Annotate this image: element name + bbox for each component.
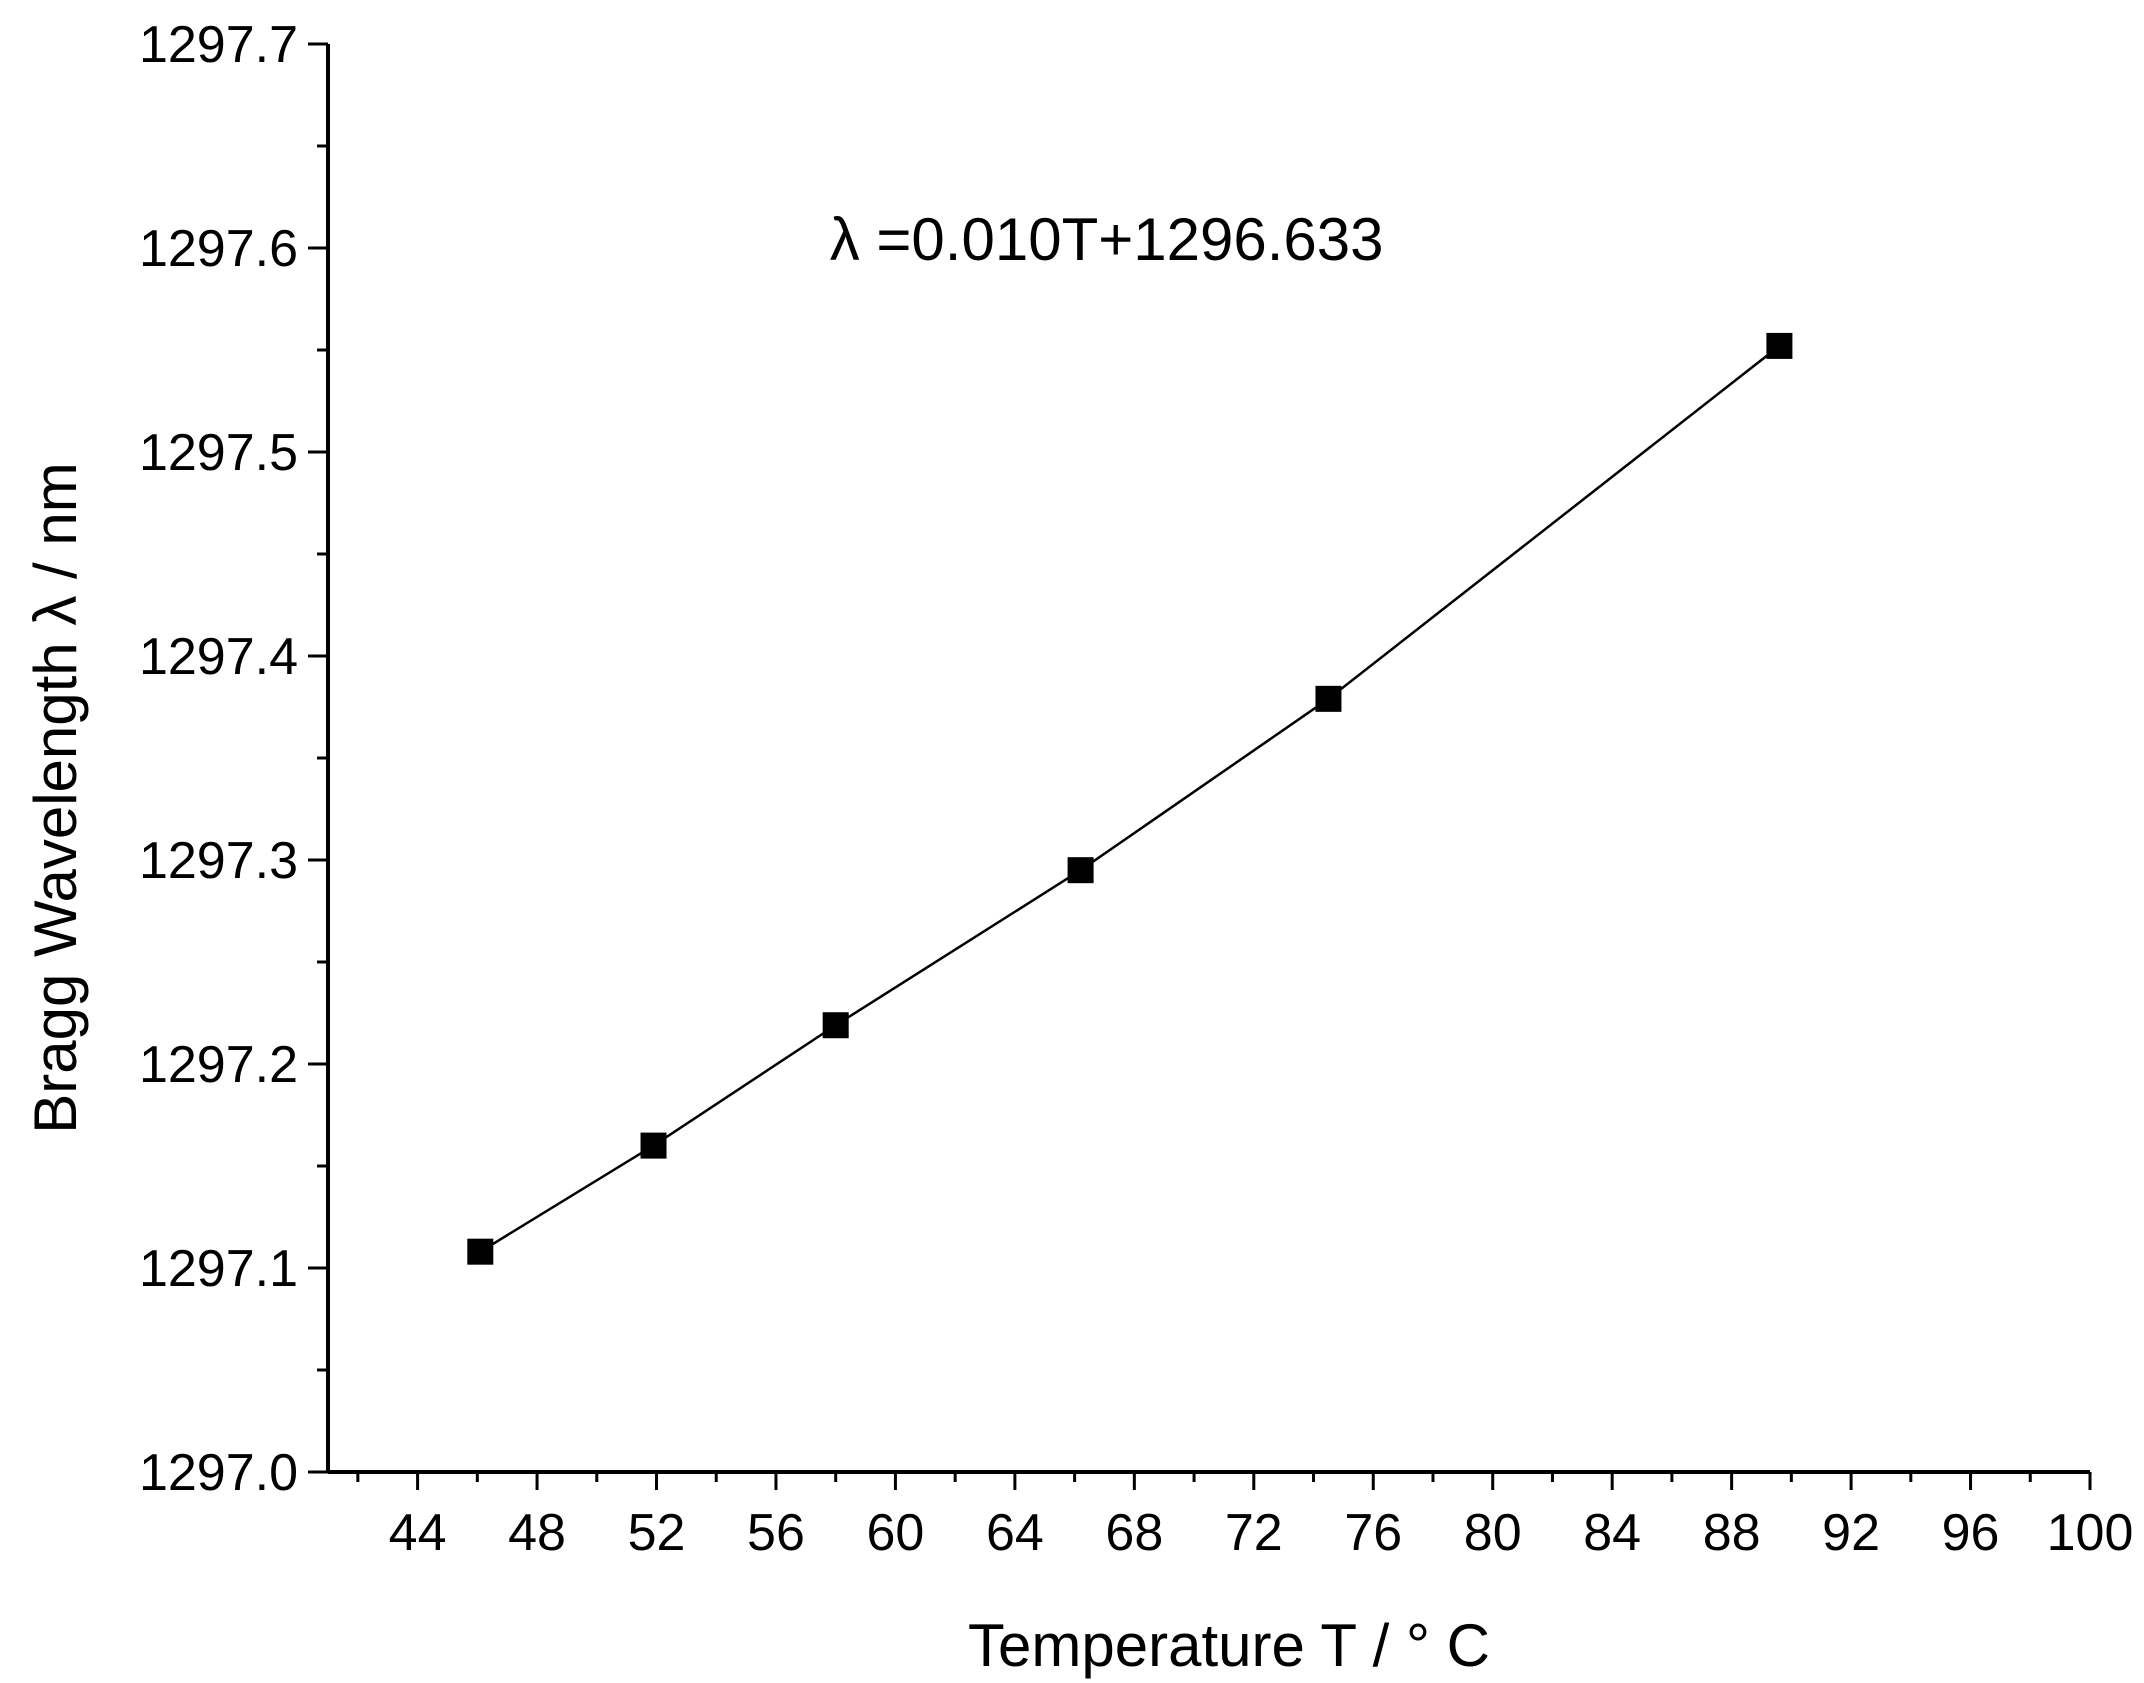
x-tick-label: 96 [1942,1504,2000,1562]
data-point [822,1012,849,1039]
x-tick-label: 72 [1225,1504,1283,1562]
x-tick-label: 100 [2047,1504,2134,1562]
x-tick-label: 84 [1583,1504,1641,1562]
data-point [1067,857,1094,884]
y-axis-title: Bragg Wavelength λ / nm [22,462,89,1133]
y-tick-label: 1297.1 [139,1240,298,1298]
x-tick-label: 92 [1822,1504,1880,1562]
x-axis-title: Temperature T / ° C [968,1612,1490,1679]
y-axis-ticks: 1297.0 1297.1 1297.2 1297.3 1297.4 1297.5 1297… [139,16,328,1502]
y-tick-label: 1297.7 [139,16,298,74]
x-tick-label: 80 [1464,1504,1522,1562]
y-tick-label: 1297.6 [139,220,298,278]
data-point [1315,685,1342,712]
y-tick-label: 1297.0 [139,1444,298,1502]
x-tick-label: 64 [986,1504,1044,1562]
x-axis-ticks: 44 48 52 56 60 64 68 72 76 80 84 88 92 96 100 [356,1472,2134,1562]
y-tick-label: 1297.3 [139,832,298,890]
y-tick-label: 1297.5 [139,424,298,482]
data-point [640,1132,667,1159]
x-tick-label: 48 [508,1504,566,1562]
data-series [467,332,1793,1265]
equation-annotation: λ =0.010T+1296.633 [830,206,1384,273]
x-tick-label: 44 [389,1504,447,1562]
data-point [1766,332,1793,359]
x-tick-label: 76 [1344,1504,1402,1562]
y-tick-label: 1297.2 [139,1036,298,1094]
y-tick-label: 1297.4 [139,628,298,686]
x-tick-label: 52 [628,1504,686,1562]
x-tick-label: 56 [747,1504,805,1562]
series-line [479,344,1781,1253]
x-tick-label: 88 [1703,1504,1761,1562]
data-point [467,1238,494,1265]
x-tick-label: 68 [1105,1504,1163,1562]
x-tick-label: 60 [867,1504,925,1562]
